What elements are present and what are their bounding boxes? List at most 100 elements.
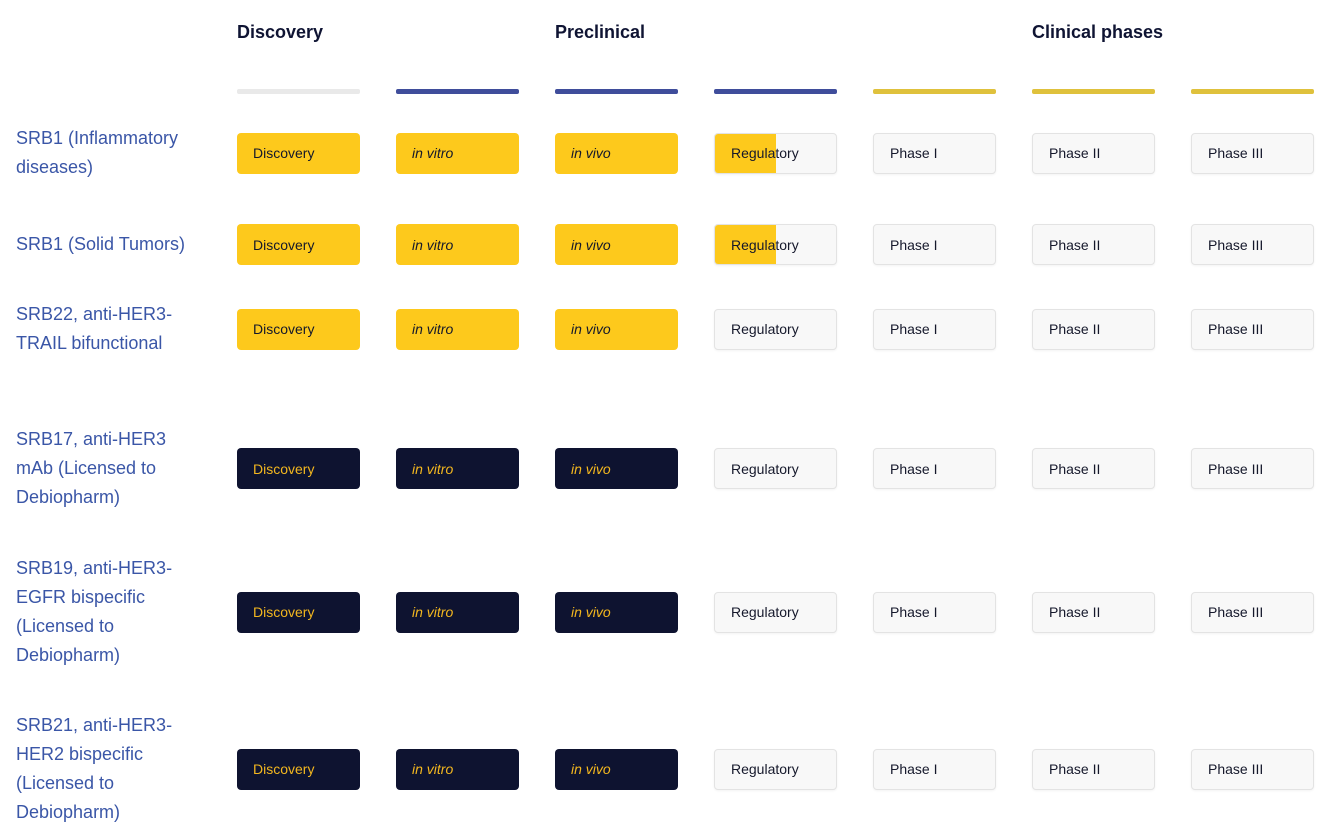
stage-cell-label: Discovery [253,236,315,253]
stage-bar-regulatory [714,89,837,94]
stage-cell-label: Regulatory [731,460,799,477]
stage-cell-label: Discovery [253,321,315,337]
stage-cell-phase-i: Phase I [873,591,996,633]
stage-cell-label: Discovery [253,460,315,477]
stage-cell-phase-iii: Phase III [1191,308,1314,350]
pipeline-row-srb21: SRB21, anti-HER3-HER2 bispecific (Licens… [0,711,1329,822]
stage-cell-phase-i: Phase I [873,448,996,489]
stage-cell-label: in vivo [571,604,611,620]
stage-cell-label: in vivo [571,236,611,253]
stage-cell-label: in vivo [571,761,611,777]
stage-cell-discovery: Discovery [237,448,360,489]
pipeline-row-srb19: SRB19, anti-HER3-EGFR bispecific (Licens… [0,554,1329,670]
stage-cell-regulatory: Regulatory [714,132,837,174]
stage-bar-phase-i [873,89,996,94]
stage-cell-label: Phase III [1208,761,1264,777]
stage-cell-label: Phase III [1208,145,1264,161]
stage-cell-label: Regulatory [731,604,799,620]
pipeline-row-srb22: SRB22, anti-HER3-TRAIL bifunctional Disco… [0,300,1329,358]
stage-cell-phase-ii: Phase II [1032,132,1155,174]
stage-cell-discovery: Discovery [237,591,360,633]
stage-cell-regulatory: Regulatory [714,448,837,489]
stage-cell-in-vitro: in vitro [396,448,519,489]
stage-cell-phase-ii: Phase II [1032,448,1155,489]
stage-cell-label: Discovery [253,604,315,620]
stage-cell-label: in vivo [571,460,611,477]
pipeline-row-srb17: SRB17, anti-HER3 mAb (Licensed to Debiop… [0,425,1329,512]
stage-cell-in-vitro: in vitro [396,308,519,350]
stage-cell-phase-i: Phase I [873,224,996,265]
stage-cell-regulatory: Regulatory [714,591,837,633]
program-name-link[interactable]: SRB21, anti-HER3-HER2 bispecific (Licens… [16,715,173,822]
group-header-preclinical: Preclinical [555,22,646,42]
stage-cell-in-vitro: in vitro [396,591,519,633]
stage-cell-phase-iii: Phase III [1191,591,1314,633]
stage-cell-label: in vivo [571,321,611,337]
stage-cell-label: Phase II [1049,604,1101,620]
stage-cell-label: Regulatory [731,145,799,161]
stage-cell-in-vivo: in vivo [555,748,678,790]
stage-cell-in-vivo: in vivo [555,132,678,174]
stage-cell-in-vitro: in vitro [396,224,519,265]
stage-cell-label: Phase I [890,460,938,477]
stage-cell-label: Regulatory [731,761,799,777]
stage-cell-label: Phase I [890,236,938,253]
stage-cell-label: Phase II [1049,761,1101,777]
stage-bar-phase-iii [1191,89,1314,94]
stage-cell-label: Phase III [1208,604,1264,620]
stage-cell-label: Phase I [890,604,938,620]
stage-cell-regulatory: Regulatory [714,224,837,265]
program-name-link[interactable]: SRB17, anti-HER3 mAb (Licensed to Debiop… [16,429,167,507]
stage-cell-label: Phase II [1049,145,1101,161]
stage-cell-label: Discovery [253,145,315,161]
stage-progress-bars [0,89,1329,94]
group-header-clinical-phases: Clinical phases [1032,22,1164,42]
stage-cell-in-vivo: in vivo [555,308,678,350]
stage-cell-phase-iii: Phase III [1191,132,1314,174]
stage-cell-label: Phase II [1049,460,1101,477]
stage-cell-in-vivo: in vivo [555,448,678,489]
stage-cell-phase-ii: Phase II [1032,591,1155,633]
stage-cell-label: Phase III [1208,321,1264,337]
stage-cell-label: in vitro [412,604,454,620]
program-name-link[interactable]: SRB1 (Solid Tumors) [16,234,186,254]
stage-cell-label: Phase III [1208,236,1264,253]
stage-cell-in-vitro: in vitro [396,132,519,174]
pipeline-row-srb1: SRB1 (Inflammatory diseases) Discovery in … [0,124,1329,182]
stage-cell-label: Phase II [1049,321,1101,337]
program-name-link[interactable]: SRB22, anti-HER3-TRAIL bifunctional [16,304,173,353]
stage-cell-label: in vitro [412,761,454,777]
stage-cell-label: Phase III [1208,460,1264,477]
stage-cell-label: Phase I [890,145,938,161]
stage-cell-label: in vivo [571,145,611,161]
pipeline-rows: SRB1 (Inflammatory diseases) Discovery in … [0,124,1329,822]
stage-cell-discovery: Discovery [237,748,360,790]
stage-bar-phase-ii [1032,89,1155,94]
stage-cell-regulatory: Regulatory [714,748,837,790]
stage-cell-discovery: Discovery [237,132,360,174]
stage-cell-label: in vitro [412,145,454,161]
stage-cell-label: in vitro [412,236,454,253]
program-name-link[interactable]: SRB1 (Inflammatory diseases) [16,128,179,177]
group-header-discovery: Discovery [237,22,324,42]
stage-cell-label: in vitro [412,321,454,337]
pipeline-row-srb1: SRB1 (Solid Tumors) Discovery in vitro in v… [0,224,1329,265]
stage-cell-phase-iii: Phase III [1191,748,1314,790]
program-name-link[interactable]: SRB19, anti-HER3-EGFR bispecific (Licens… [16,558,173,665]
stage-cell-label: Regulatory [731,321,799,337]
stage-bar-in-vitro [396,89,519,94]
stage-group-headers: Discovery Preclinical Clinical phases [0,22,1329,43]
stage-cell-phase-i: Phase I [873,308,996,350]
stage-cell-label: Regulatory [731,236,799,253]
stage-cell-label: in vitro [412,460,454,477]
stage-cell-label: Phase I [890,761,938,777]
stage-cell-phase-i: Phase I [873,132,996,174]
stage-cell-phase-i: Phase I [873,748,996,790]
stage-cell-phase-iii: Phase III [1191,448,1314,489]
stage-bar-discovery [237,89,360,94]
stage-cell-discovery: Discovery [237,308,360,350]
stage-cell-regulatory: Regulatory [714,308,837,350]
stage-cell-label: Phase I [890,321,938,337]
stage-cell-phase-iii: Phase III [1191,224,1314,265]
